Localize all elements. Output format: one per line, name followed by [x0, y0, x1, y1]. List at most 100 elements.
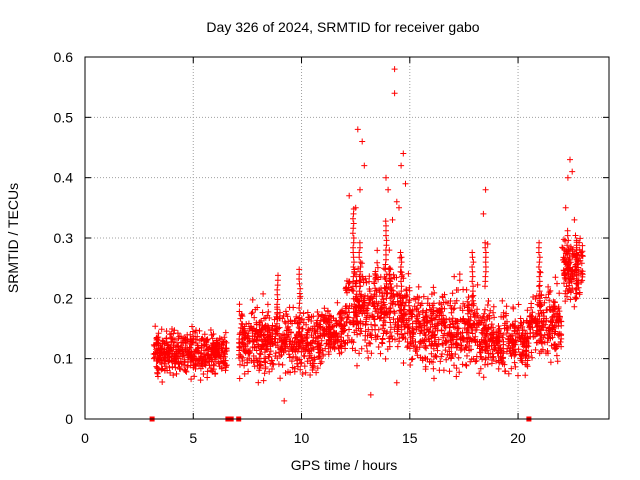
data-point	[192, 365, 199, 372]
data-point	[448, 332, 455, 339]
data-point	[484, 241, 491, 247]
data-point	[470, 259, 477, 266]
data-point	[361, 310, 368, 317]
data-point	[564, 261, 571, 268]
data-point	[479, 346, 485, 353]
data-point	[218, 355, 225, 362]
data-point	[381, 301, 388, 308]
data-point	[551, 344, 558, 351]
data-point	[178, 333, 184, 340]
data-point	[314, 328, 321, 335]
data-point	[241, 347, 248, 354]
y-tick-label: 0.6	[54, 49, 74, 65]
data-point	[403, 299, 409, 306]
data-point	[536, 322, 543, 329]
data-point	[404, 344, 411, 351]
data-point	[498, 349, 505, 356]
data-point	[480, 337, 487, 344]
chart-title: Day 326 of 2024, SRMTID for receiver gab…	[206, 19, 479, 35]
data-point	[388, 290, 395, 297]
data-point	[421, 316, 428, 323]
data-point	[382, 355, 389, 362]
data-point	[166, 347, 173, 354]
data-point	[363, 342, 370, 349]
data-point	[387, 295, 394, 302]
data-point	[532, 346, 539, 353]
data-point	[189, 323, 195, 330]
data-point	[497, 345, 504, 351]
data-point	[172, 356, 179, 363]
axis-ticks: 0 0.1 0.2 0.3 0.4 0.5 0.6 0 5 10 15 20	[54, 49, 609, 446]
data-point	[290, 353, 297, 360]
data-point	[428, 333, 435, 340]
data-point	[377, 350, 384, 357]
data-point	[356, 273, 363, 280]
data-point	[473, 357, 480, 364]
data-point	[482, 249, 489, 256]
data-point	[155, 373, 161, 380]
data-point	[356, 249, 363, 256]
data-point	[298, 348, 305, 355]
data-point	[264, 328, 271, 335]
data-point	[256, 355, 263, 362]
data-point	[344, 332, 351, 339]
data-point	[158, 360, 165, 367]
data-point	[436, 310, 443, 317]
data-point	[274, 320, 280, 327]
data-point	[447, 321, 454, 328]
data-point	[571, 216, 578, 223]
data-point	[560, 245, 566, 252]
data-point	[442, 347, 449, 354]
data-point	[383, 237, 390, 244]
data-point	[266, 315, 273, 321]
data-point	[365, 326, 372, 333]
data-point	[350, 235, 357, 241]
data-point	[416, 311, 423, 318]
data-point	[362, 321, 369, 327]
data-point	[387, 329, 394, 336]
data-point	[397, 292, 404, 299]
data-point	[515, 301, 522, 308]
data-point	[477, 365, 484, 372]
data-point	[503, 303, 510, 310]
data-point	[238, 320, 245, 327]
data-point	[413, 346, 420, 353]
data-point	[303, 331, 310, 338]
data-point	[378, 314, 384, 321]
data-point	[471, 337, 478, 344]
data-point	[515, 372, 521, 379]
data-point	[261, 370, 268, 377]
data-point	[274, 339, 281, 346]
data-point	[512, 318, 519, 325]
data-point	[307, 360, 314, 367]
data-point	[346, 279, 353, 286]
data-point	[254, 304, 261, 311]
data-points	[150, 66, 586, 404]
data-point	[314, 341, 321, 347]
data-point	[386, 305, 393, 312]
data-point	[474, 306, 481, 313]
data-point	[244, 356, 251, 363]
data-point	[536, 288, 543, 295]
data-point	[435, 321, 442, 328]
data-point	[461, 346, 468, 353]
data-point	[397, 249, 404, 256]
data-point	[456, 369, 463, 376]
data-point	[405, 317, 412, 324]
data-point	[322, 312, 329, 319]
data-point	[402, 180, 409, 187]
data-point	[207, 327, 214, 333]
data-point	[214, 341, 221, 348]
data-point	[344, 313, 351, 320]
data-point	[564, 242, 571, 249]
data-point	[325, 348, 332, 355]
grid	[85, 56, 609, 419]
data-point	[374, 259, 381, 266]
data-point	[439, 320, 446, 327]
data-point	[352, 347, 359, 354]
data-point	[357, 186, 363, 193]
data-point	[201, 342, 208, 349]
data-point	[354, 318, 361, 325]
data-point	[351, 301, 358, 308]
